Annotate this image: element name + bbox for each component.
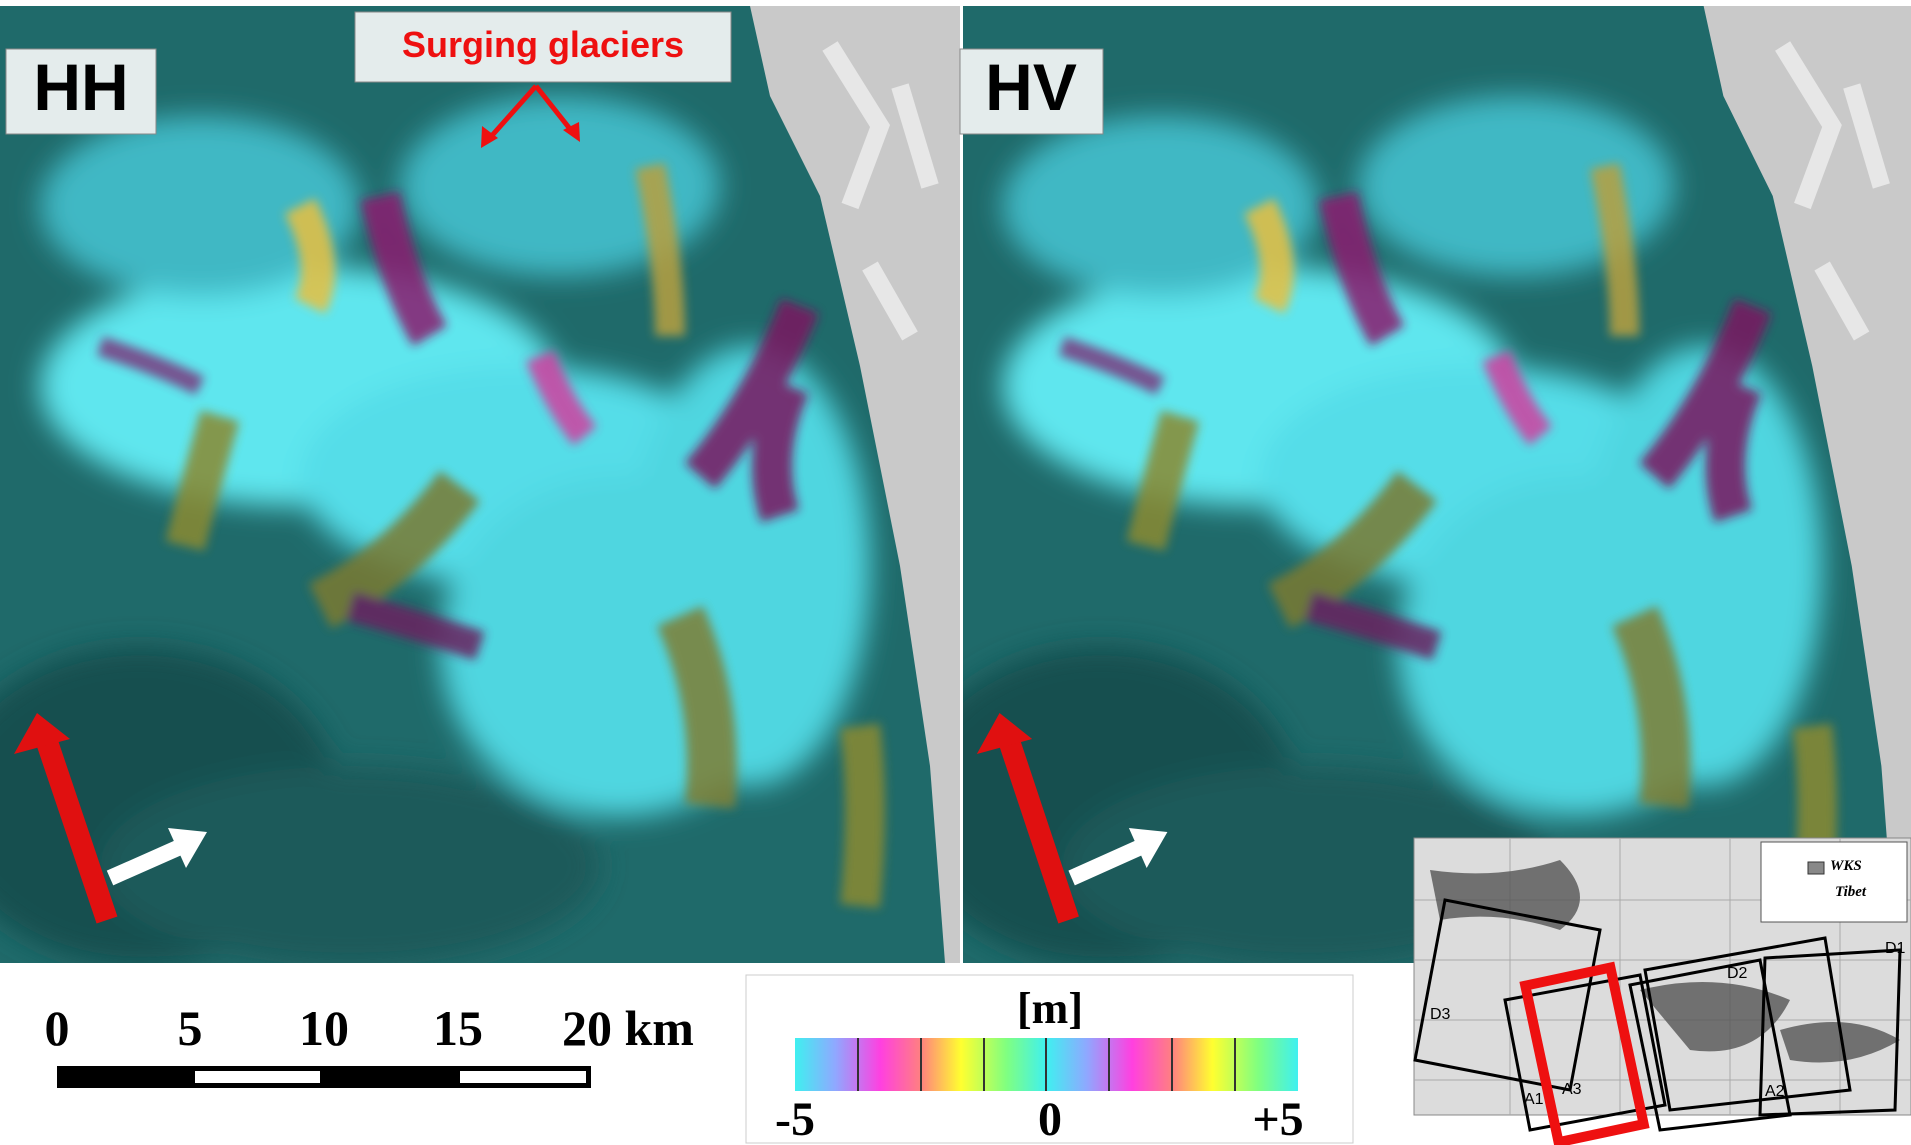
inset-label: D2	[1727, 965, 1748, 982]
scale-bar-segment	[195, 1071, 320, 1083]
panel-label: HV	[985, 50, 1077, 124]
scale-label: 5	[178, 1000, 203, 1056]
colorbar-label: -5	[775, 1093, 815, 1145]
inset-label: A2	[1765, 1083, 1785, 1100]
sar-image-hv	[904, 6, 1911, 966]
inset-label: A1	[1524, 1091, 1544, 1108]
inset-label: D3	[1430, 1006, 1451, 1023]
scale-label: 10	[299, 1000, 349, 1056]
locator-marker	[1808, 862, 1824, 874]
sar-image-hh	[0, 6, 960, 966]
scale-bar-segment	[460, 1071, 586, 1083]
inset-label: A3	[1562, 1081, 1582, 1098]
inset-label: WKS	[1830, 858, 1862, 874]
scale-bar: 0 5 10 15 20 km	[45, 1000, 694, 1088]
page: HH Surging glaciers HV 0 5 10 15 20 km […	[0, 0, 1911, 1145]
scale-label: 0	[45, 1000, 70, 1056]
panel-hv: HV	[904, 6, 1911, 966]
panel-hh: HH Surging glaciers	[0, 6, 960, 966]
inset-label: D1	[1885, 940, 1906, 957]
colorbar-label: +5	[1252, 1093, 1303, 1145]
inset-label: Tibet	[1835, 884, 1867, 900]
figure: HH Surging glaciers HV 0 5 10 15 20 km […	[0, 0, 1911, 1145]
locator-box	[1761, 842, 1907, 922]
inset-map: WKS Tibet D2 D1 D3 A1 A2 A3	[1414, 838, 1911, 1142]
colorbar-label: 0	[1038, 1093, 1062, 1145]
colorbar-unit: [m]	[1017, 984, 1083, 1033]
panel-label: HH	[33, 50, 128, 124]
scale-label: 15	[433, 1000, 483, 1056]
scale-label: 20 km	[562, 1000, 694, 1056]
annotation: Surging glaciers	[402, 24, 684, 65]
colorbar: [m] -5 0 +5	[746, 975, 1353, 1145]
